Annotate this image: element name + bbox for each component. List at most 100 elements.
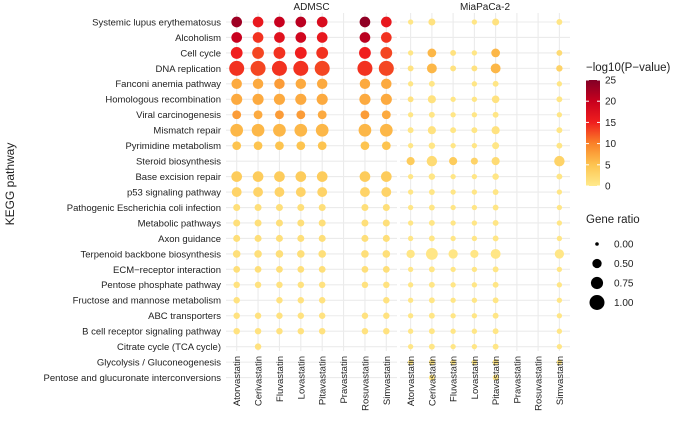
data-point	[359, 47, 371, 59]
data-point	[556, 19, 563, 25]
data-point	[471, 143, 478, 149]
data-point	[252, 171, 264, 182]
data-point	[231, 16, 243, 28]
data-point	[471, 112, 478, 118]
data-point	[276, 281, 283, 289]
column-label: Pitavastatin	[318, 356, 329, 405]
row-label: Citrate cycle (TCA cycle)	[117, 342, 221, 353]
data-point	[407, 204, 414, 211]
column-label: Fluvastatin	[449, 356, 460, 402]
data-point	[407, 344, 414, 350]
data-point	[427, 48, 437, 58]
data-point	[492, 266, 499, 273]
data-point	[381, 141, 391, 151]
data-point	[407, 297, 414, 303]
data-point	[275, 141, 284, 151]
data-point	[428, 281, 435, 288]
data-point	[471, 282, 478, 288]
data-point	[471, 19, 478, 25]
data-point	[273, 123, 286, 137]
data-point	[492, 204, 499, 211]
data-point	[382, 250, 391, 258]
data-point	[492, 297, 499, 304]
data-point	[556, 127, 563, 134]
data-point	[450, 143, 456, 149]
data-point	[233, 234, 241, 242]
data-point	[274, 32, 285, 43]
data-point	[296, 110, 306, 120]
data-point	[471, 173, 478, 180]
data-point	[556, 49, 563, 56]
data-point	[254, 204, 262, 212]
data-point	[427, 95, 436, 104]
data-point	[232, 110, 242, 120]
data-point	[361, 312, 369, 319]
row-label: Fanconi anemia pathway	[115, 79, 221, 90]
data-point	[471, 127, 478, 134]
column-label: Cerivastatin	[254, 356, 265, 406]
data-point	[450, 344, 456, 350]
data-point	[492, 189, 499, 195]
data-point	[407, 127, 414, 134]
size-legend-dot	[592, 258, 602, 269]
data-point	[492, 142, 500, 150]
data-point	[254, 265, 262, 273]
data-point	[492, 374, 499, 381]
data-point	[407, 189, 414, 195]
data-point	[556, 235, 563, 242]
data-point	[380, 93, 392, 105]
data-point	[450, 204, 456, 211]
data-point	[294, 123, 308, 137]
data-point	[556, 313, 563, 319]
data-point	[379, 123, 393, 137]
column-label: Lovastatin	[296, 356, 307, 399]
row-labels: Systemic lupus erythematosus Alcoholism Ce…	[44, 17, 222, 384]
data-point	[471, 328, 478, 334]
data-point	[231, 32, 243, 43]
data-point	[428, 204, 435, 211]
data-point	[471, 266, 478, 273]
data-point	[232, 141, 242, 151]
data-point	[359, 32, 371, 43]
data-point	[425, 247, 438, 260]
size-legend-label: 0.00	[614, 240, 634, 251]
data-point	[253, 187, 263, 197]
data-point	[382, 234, 390, 242]
data-point	[274, 187, 285, 197]
data-point	[556, 142, 563, 149]
data-point	[450, 359, 456, 365]
data-point	[317, 110, 327, 120]
data-point	[297, 312, 305, 319]
data-point	[231, 187, 242, 197]
panel-miapaca-2: MiaPaCa-2 Atorvastatin Cerivastatin Fluvast…	[400, 2, 570, 411]
data-point	[383, 327, 390, 335]
data-point	[274, 78, 285, 90]
data-point	[492, 18, 500, 26]
column-label: Pravastatin	[512, 356, 523, 404]
data-point	[361, 250, 369, 258]
data-point	[232, 250, 241, 258]
row-label: Base excision repair	[135, 172, 221, 183]
data-point	[318, 204, 326, 212]
panels: ADMSC Atorvastatin Cerivastatin Fluvastatin…	[226, 2, 570, 411]
data-point	[361, 265, 369, 273]
data-point	[233, 281, 240, 289]
data-point	[318, 265, 326, 273]
data-point	[274, 16, 285, 28]
row-label: Terpenoid backbone biosynthesis	[81, 249, 222, 260]
data-point	[254, 281, 262, 289]
data-point	[297, 265, 305, 273]
data-point	[276, 297, 283, 304]
facet-title: MiaPaCa-2	[460, 2, 510, 13]
data-point	[297, 250, 305, 258]
data-point	[381, 110, 391, 120]
data-point	[471, 204, 478, 211]
data-point	[380, 32, 392, 43]
data-point	[491, 48, 500, 58]
data-point	[230, 123, 244, 137]
data-point	[318, 297, 326, 304]
data-point	[317, 187, 328, 197]
data-point	[450, 328, 456, 334]
data-point	[471, 81, 478, 87]
data-point	[407, 313, 414, 319]
